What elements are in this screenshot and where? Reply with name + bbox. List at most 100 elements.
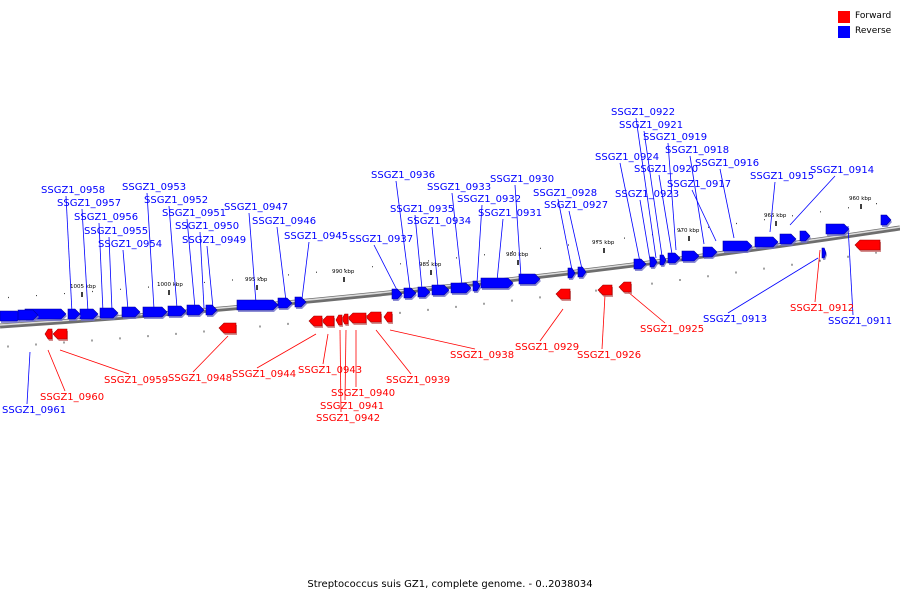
- gene-label-SSGZ1_0917[interactable]: SSGZ1_0917: [667, 179, 731, 190]
- gene-label-SSGZ1_0951[interactable]: SSGZ1_0951: [162, 208, 226, 219]
- gene-label-SSGZ1_0933[interactable]: SSGZ1_0933: [427, 182, 491, 193]
- gene-label-SSGZ1_0953[interactable]: SSGZ1_0953: [122, 182, 186, 193]
- gene-label-SSGZ1_0947[interactable]: SSGZ1_0947: [224, 202, 288, 213]
- gene-arrow-SSGZ1_0929[interactable]: [555, 288, 571, 300]
- gene-arrow-SSGZ1_0936[interactable]: [403, 287, 417, 299]
- gene-arrow-SSGZ1_0916[interactable]: [779, 233, 797, 245]
- gene-arrow-SSGZ1_0951[interactable]: [167, 305, 187, 317]
- gene-label-SSGZ1_0912[interactable]: SSGZ1_0912: [790, 303, 854, 314]
- gene-label-SSGZ1_0942[interactable]: SSGZ1_0942: [316, 413, 380, 424]
- gene-label-SSGZ1_0916[interactable]: SSGZ1_0916: [695, 158, 759, 169]
- gene-label-SSGZ1_0934[interactable]: SSGZ1_0934: [407, 216, 471, 227]
- gene-label-SSGZ1_0948[interactable]: SSGZ1_0948: [168, 373, 232, 384]
- gene-label-SSGZ1_0943[interactable]: SSGZ1_0943: [298, 365, 362, 376]
- gene-label-SSGZ1_0930[interactable]: SSGZ1_0930: [490, 174, 554, 185]
- gene-arrow-SSGZ1_0953[interactable]: [121, 306, 141, 318]
- gene-arrow-SSGZ1_0919[interactable]: [702, 246, 718, 258]
- gene-label-SSGZ1_0940[interactable]: SSGZ1_0940: [331, 388, 395, 399]
- gene-arrow-SSGZ1_0921[interactable]: [667, 252, 681, 264]
- gene-label-SSGZ1_0945[interactable]: SSGZ1_0945: [284, 231, 348, 242]
- gene-arrow-SSGZ1_0938[interactable]: [383, 311, 393, 323]
- gene-label-SSGZ1_0921[interactable]: SSGZ1_0921: [619, 120, 683, 131]
- gene-arrow-SSGZ1_0913[interactable]: [821, 247, 827, 259]
- gene-arrow-SSGZ1_0923[interactable]: [649, 256, 658, 268]
- gene-arrow-SSGZ1_0960[interactable]: [44, 328, 53, 340]
- gene-arrow-SSGZ1_0925[interactable]: [618, 281, 632, 293]
- gene-label-SSGZ1_0956[interactable]: SSGZ1_0956: [74, 212, 138, 223]
- gene-label-SSGZ1_0952[interactable]: SSGZ1_0952: [144, 195, 208, 206]
- gene-arrow-SSGZ1_0942[interactable]: [335, 314, 343, 326]
- gene-label-SSGZ1_0946[interactable]: SSGZ1_0946: [252, 216, 316, 227]
- gene-label-SSGZ1_0927[interactable]: SSGZ1_0927: [544, 200, 608, 211]
- gene-label-SSGZ1_0949[interactable]: SSGZ1_0949: [182, 235, 246, 246]
- gene-label-SSGZ1_0923[interactable]: SSGZ1_0923: [615, 189, 679, 200]
- gene-arrow-SSGZ1_0915[interactable]: [799, 230, 811, 242]
- gene-label-SSGZ1_0937[interactable]: SSGZ1_0937: [349, 234, 413, 245]
- gene-arrow-SSGZ1_0939[interactable]: [365, 311, 382, 323]
- gene-arrow-SSGZ1_0920[interactable]: [681, 250, 700, 262]
- gene-label-SSGZ1_0924[interactable]: SSGZ1_0924: [595, 152, 659, 163]
- gene-label-SSGZ1_0959[interactable]: SSGZ1_0959: [104, 375, 168, 386]
- gene-arrow-SSGZ1_0932[interactable]: [472, 280, 481, 292]
- gene-arrow-SSGZ1_0945[interactable]: [294, 296, 307, 308]
- gene-label-SSGZ1_0919[interactable]: SSGZ1_0919: [643, 132, 707, 143]
- gene-arrow-SSGZ1_0959[interactable]: [52, 328, 68, 340]
- gene-arrow-SSGZ1_0961[interactable]: [17, 309, 39, 321]
- gene-arrow-SSGZ1_0911[interactable]: [880, 214, 892, 226]
- gene-label-SSGZ1_0928[interactable]: SSGZ1_0928: [533, 188, 597, 199]
- gene-label-SSGZ1_0925[interactable]: SSGZ1_0925: [640, 324, 704, 335]
- gene-label-SSGZ1_0929[interactable]: SSGZ1_0929: [515, 342, 579, 353]
- gene-label-SSGZ1_0932[interactable]: SSGZ1_0932: [457, 194, 521, 205]
- gene-arrow-SSGZ1_0914[interactable]: [825, 223, 850, 235]
- gene-arrow-SSGZ1_0917[interactable]: [754, 236, 779, 248]
- gene-label-SSGZ1_0941[interactable]: SSGZ1_0941: [320, 401, 384, 412]
- gene-label-SSGZ1_0939[interactable]: SSGZ1_0939: [386, 375, 450, 386]
- gene-arrow-SSGZ1_0947[interactable]: [236, 299, 279, 311]
- gene-label-SSGZ1_0914[interactable]: SSGZ1_0914: [810, 165, 874, 176]
- gene-arrow-SSGZ1_0937[interactable]: [391, 288, 403, 300]
- gene-label-SSGZ1_0961[interactable]: SSGZ1_0961: [2, 405, 66, 416]
- gene-label-SSGZ1_0915[interactable]: SSGZ1_0915: [750, 171, 814, 182]
- gene-label-SSGZ1_0960[interactable]: SSGZ1_0960: [40, 392, 104, 403]
- gene-arrow-SSGZ1_0935[interactable]: [417, 286, 431, 298]
- gene-label-SSGZ1_0918[interactable]: SSGZ1_0918: [665, 145, 729, 156]
- gene-label-SSGZ1_0926[interactable]: SSGZ1_0926: [577, 350, 641, 361]
- gene-label-SSGZ1_0950[interactable]: SSGZ1_0950: [175, 221, 239, 232]
- gene-arrow-SSGZ1_0924[interactable]: [633, 258, 647, 270]
- legend-reverse: Reverse: [838, 24, 891, 39]
- gene-label-SSGZ1_0938[interactable]: SSGZ1_0938: [450, 350, 514, 361]
- gene-label-SSGZ1_0955[interactable]: SSGZ1_0955: [84, 226, 148, 237]
- gene-arrow-SSGZ1_0934[interactable]: [431, 284, 450, 296]
- gene-arrow-SSGZ1_0954[interactable]: [99, 307, 119, 319]
- gene-label-SSGZ1_0920[interactable]: SSGZ1_0920: [634, 164, 698, 175]
- gene-arrow-SSGZ1_0927[interactable]: [577, 266, 587, 278]
- gene-arrow-SSGZ1_0948[interactable]: [218, 322, 237, 334]
- gene-arrow-SSGZ1_0955[interactable]: [79, 308, 99, 320]
- gene-arrow-SSGZ1_0931[interactable]: [480, 277, 514, 289]
- gene-arrow-SSGZ1_0912[interactable]: [854, 239, 881, 251]
- gene-arrow-SSGZ1_0930[interactable]: [518, 273, 541, 285]
- gene-label-SSGZ1_0931[interactable]: SSGZ1_0931: [478, 208, 542, 219]
- gene-label-SSGZ1_0935[interactable]: SSGZ1_0935: [390, 204, 454, 215]
- gene-label-SSGZ1_0913[interactable]: SSGZ1_0913: [703, 314, 767, 325]
- gene-arrow-SSGZ1_0922[interactable]: [659, 254, 667, 266]
- gene-label-SSGZ1_0954[interactable]: SSGZ1_0954: [98, 239, 162, 250]
- gene-arrow-SSGZ1_0926[interactable]: [597, 284, 613, 296]
- gene-label-SSGZ1_0911[interactable]: SSGZ1_0911: [828, 316, 892, 327]
- gene-arrow-SSGZ1_0943[interactable]: [321, 315, 335, 327]
- gene-arrow-SSGZ1_0918[interactable]: [722, 240, 753, 252]
- gene-arrow-SSGZ1_0956[interactable]: [67, 308, 81, 320]
- gene-arrow-SSGZ1_0950[interactable]: [186, 304, 205, 316]
- label-leader-SSGZ1_0944: [256, 333, 317, 369]
- label-leader-SSGZ1_0931: [496, 218, 504, 282]
- gene-arrow-SSGZ1_0933[interactable]: [450, 282, 472, 294]
- gene-label-SSGZ1_0922[interactable]: SSGZ1_0922: [611, 107, 675, 118]
- gene-label-SSGZ1_0958[interactable]: SSGZ1_0958: [41, 185, 105, 196]
- gene-label-SSGZ1_0957[interactable]: SSGZ1_0957: [57, 198, 121, 209]
- gene-arrow-SSGZ1_0949[interactable]: [205, 304, 218, 316]
- gene-label-SSGZ1_0936[interactable]: SSGZ1_0936: [371, 170, 435, 181]
- gene-arrow-SSGZ1_0928[interactable]: [567, 267, 576, 279]
- gene-arrow-SSGZ1_0944[interactable]: [308, 315, 323, 327]
- gene-label-SSGZ1_0944[interactable]: SSGZ1_0944: [232, 369, 296, 380]
- gene-arrow-SSGZ1_0952[interactable]: [142, 306, 168, 318]
